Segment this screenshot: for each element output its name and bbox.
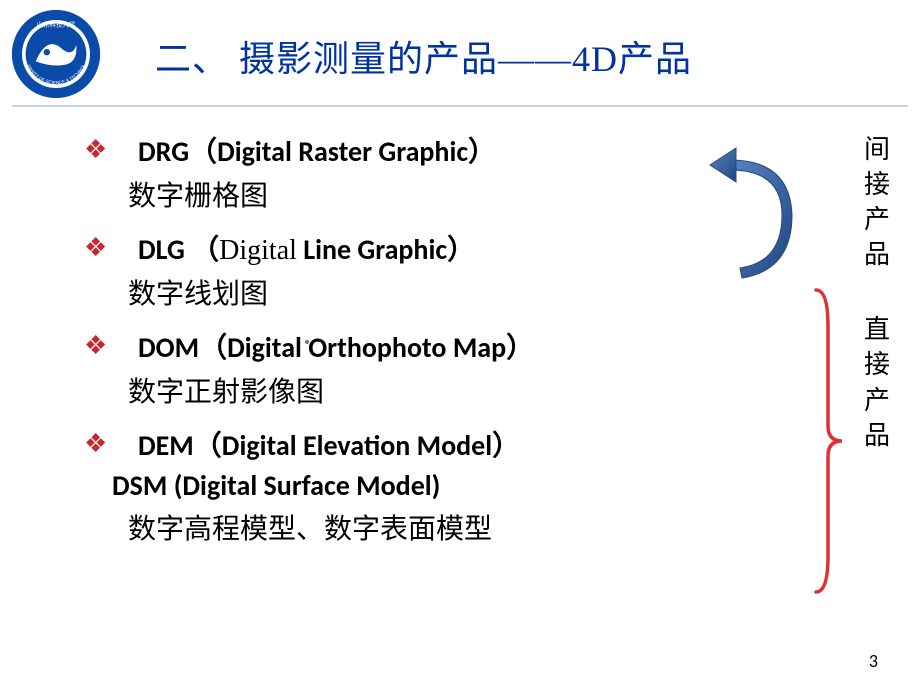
curly-brace-icon <box>808 286 848 596</box>
item-subtitle: 数字正射影像图 <box>128 370 790 410</box>
item-title: DEM（Digital Elevation Model） <box>138 424 790 464</box>
right-category-labels: 间接产品 直接产品 <box>862 132 892 453</box>
list-item: ❖ DEM（Digital Elevation Model） DSM (Digi… <box>90 424 790 547</box>
university-logo: 山东科技大学 UNIVERSITY OF SCIENCE & TECHNOLOG… <box>10 8 102 100</box>
svg-text:山东科技大学: 山东科技大学 <box>37 19 76 28</box>
item-title: DLG （Digital Line Graphic） <box>138 228 790 268</box>
indirect-product-label: 间接产品 <box>862 132 892 272</box>
item-subtitle: 数字线划图 <box>128 272 790 312</box>
curved-arrow-icon <box>700 140 810 290</box>
list-item: ❖ DLG （Digital Line Graphic） 数字线划图 <box>90 228 790 312</box>
diamond-bullet-icon: ❖ <box>84 330 107 361</box>
slide-header: 山东科技大学 UNIVERSITY OF SCIENCE & TECHNOLOG… <box>0 0 920 110</box>
item-subtitle: 数字高程模型、数字表面模型 <box>128 507 790 547</box>
diamond-bullet-icon: ❖ <box>84 232 107 263</box>
small-dot <box>305 340 309 344</box>
item-title: DRG（Digital Raster Graphic） <box>138 130 790 170</box>
item-title: DOM（Digital Orthophoto Map） <box>138 326 790 366</box>
direct-product-label: 直接产品 <box>862 312 892 452</box>
list-item: ❖ DRG（Digital Raster Graphic） 数字栅格图 <box>90 130 790 214</box>
header-divider <box>12 105 908 107</box>
item-subline: DSM (Digital Surface Model) <box>112 468 790 503</box>
item-subtitle: 数字栅格图 <box>128 174 790 214</box>
diamond-bullet-icon: ❖ <box>84 134 107 165</box>
list-item: ❖ DOM（Digital Orthophoto Map） 数字正射影像图 <box>90 326 790 410</box>
page-number: 3 <box>869 650 878 672</box>
diamond-bullet-icon: ❖ <box>84 428 107 459</box>
slide-title: 二、 摄影测量的产品——4D产品 <box>155 30 692 82</box>
main-content: ❖ DRG（Digital Raster Graphic） 数字栅格图 ❖ DL… <box>90 130 790 561</box>
